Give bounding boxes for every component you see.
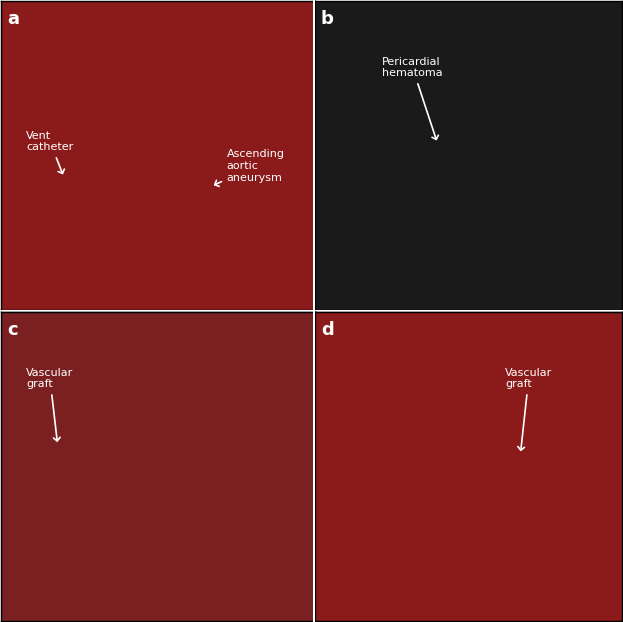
- Text: b: b: [321, 11, 334, 29]
- Text: Vascular
graft: Vascular graft: [505, 368, 553, 450]
- Text: d: d: [321, 322, 333, 340]
- Text: Ascending
aortic
aneurysm: Ascending aortic aneurysm: [215, 149, 285, 187]
- Text: c: c: [7, 322, 18, 340]
- Text: Vascular
graft: Vascular graft: [26, 368, 74, 441]
- Text: Vent
catheter: Vent catheter: [26, 131, 74, 174]
- Text: Pericardial
hematoma: Pericardial hematoma: [382, 57, 443, 139]
- Text: a: a: [7, 11, 19, 29]
